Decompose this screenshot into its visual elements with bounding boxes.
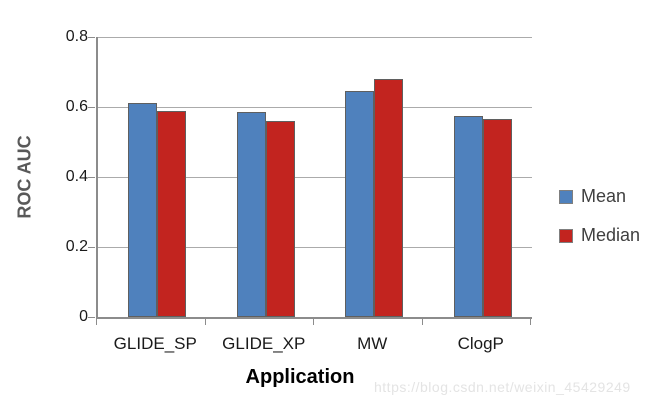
bar-median-mw — [374, 79, 404, 317]
gridline — [98, 177, 532, 178]
y-tick-mark — [88, 107, 95, 108]
x-tick-mark — [313, 319, 314, 325]
legend-entry-mean: Mean — [559, 186, 626, 207]
x-tick-mark — [96, 319, 97, 325]
gridline — [98, 107, 532, 108]
category-label: ClogP — [457, 334, 504, 353]
category-label: GLIDE_SP — [113, 334, 197, 353]
x-tick-mark — [204, 319, 206, 325]
category-label: GLIDE_XP — [222, 334, 306, 353]
gridline — [98, 37, 532, 38]
y-tick-label: 0.8 — [65, 28, 88, 45]
plot-area — [96, 37, 532, 319]
x-tick-mark — [421, 319, 423, 325]
x-tick-mark — [530, 319, 531, 325]
x-axis-title: Application — [245, 366, 355, 388]
legend-entry-median: Median — [559, 225, 640, 246]
y-tick-mark — [88, 317, 95, 318]
gridline — [98, 247, 532, 248]
category-label: MW — [357, 334, 388, 353]
y-tick-label: 0.4 — [65, 168, 88, 185]
legend-swatch-icon — [559, 189, 573, 204]
legend-swatch-icon — [559, 228, 573, 243]
legend-label: Median — [581, 225, 641, 245]
legend-label: Mean — [581, 186, 627, 206]
y-tick-mark — [88, 37, 95, 38]
y-tick-label: 0.2 — [65, 238, 88, 255]
bar-median-glide_xp — [265, 121, 295, 317]
bar-mean-glide_xp — [236, 112, 266, 317]
bar-median-clogp — [482, 119, 512, 317]
y-axis-title: ROC AUC — [14, 135, 35, 219]
y-tick-mark — [88, 247, 95, 248]
watermark: https://blog.csdn.net/weixin_45429249 — [374, 379, 631, 395]
bar-mean-glide_sp — [128, 103, 158, 317]
bar-mean-clogp — [453, 116, 483, 317]
y-tick-label: 0.6 — [65, 98, 88, 115]
bar-median-glide_sp — [157, 111, 187, 317]
y-tick-mark — [88, 177, 95, 178]
y-tick-label: 0 — [79, 308, 88, 325]
bar-mean-mw — [345, 91, 375, 317]
